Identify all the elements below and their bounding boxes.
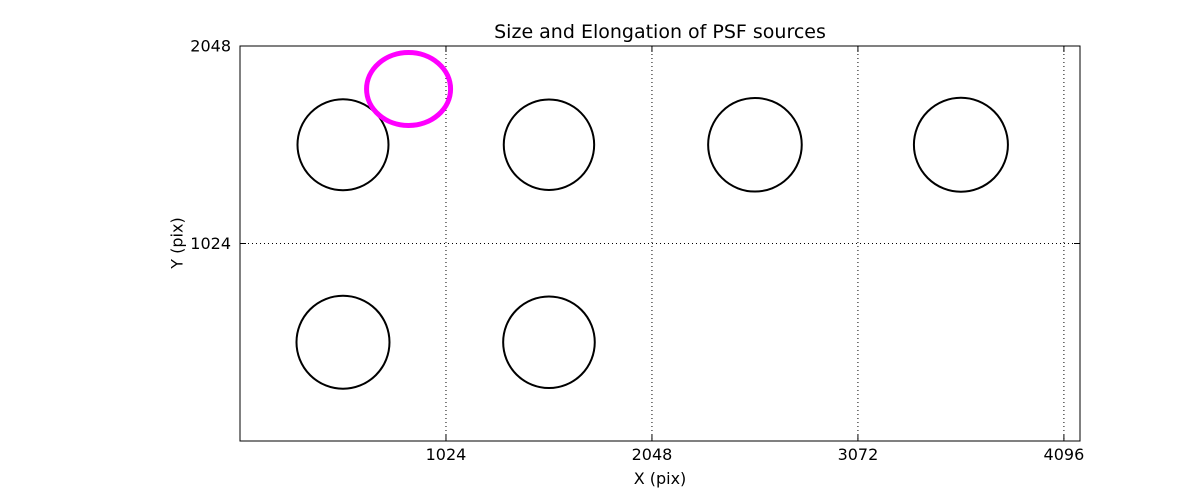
psf-circle (502, 98, 596, 191)
psf-circle (707, 96, 803, 193)
y-axis-label: Y (pix) (167, 217, 187, 269)
x-tick-label: 3072 (838, 445, 879, 464)
x-tick-label: 4096 (1044, 445, 1085, 464)
psf-circle (502, 295, 596, 390)
y-tick-label: 2048 (190, 37, 231, 56)
x-tick-label: 1024 (426, 445, 467, 464)
chart-title: Size and Elongation of PSF sources (494, 21, 826, 43)
x-tick-label: 2048 (632, 445, 673, 464)
x-axis-label: X (pix) (633, 469, 687, 488)
psf-circle (912, 96, 1009, 193)
y-tick-label: 1024 (190, 234, 231, 253)
psf-circle (296, 98, 390, 192)
psf-circle (295, 294, 391, 390)
psf-ellipse-outlier (364, 50, 454, 129)
